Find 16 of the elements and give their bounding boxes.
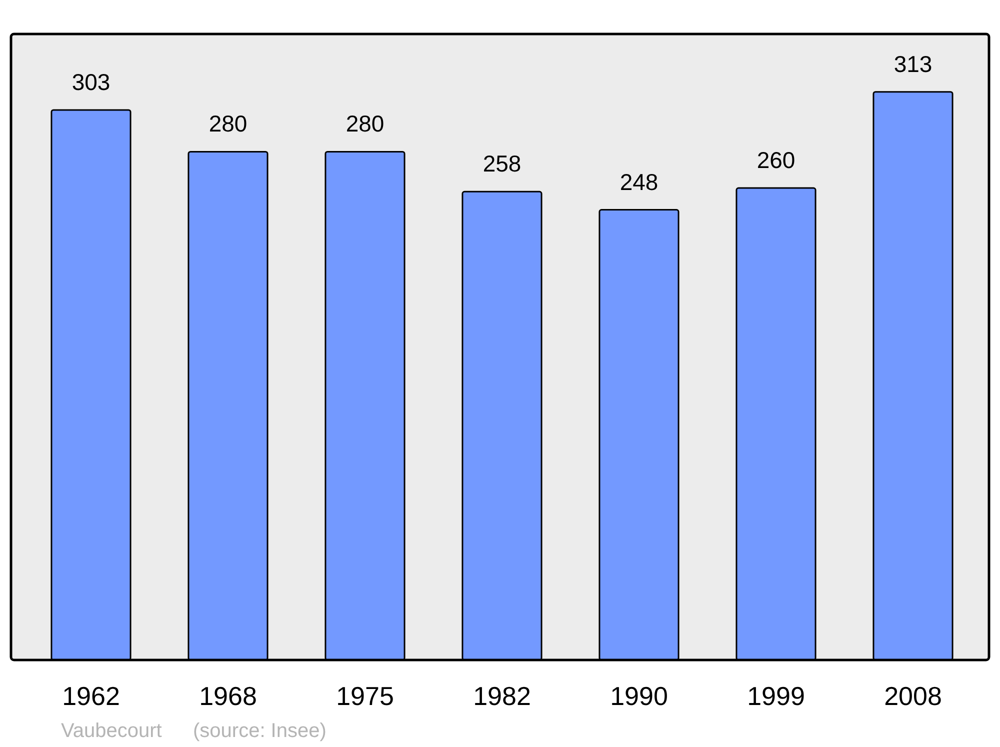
- x-tick-label: 1982: [473, 681, 531, 711]
- x-tick-label: 1975: [336, 681, 394, 711]
- x-tick-label: 1962: [62, 681, 120, 711]
- data-label: 303: [72, 68, 110, 95]
- x-tick-label: 1968: [199, 681, 257, 711]
- data-label: 313: [894, 50, 932, 77]
- data-label: 248: [620, 168, 658, 195]
- x-tick-label: 2008: [884, 681, 942, 711]
- x-tick-label: 1990: [610, 681, 668, 711]
- data-label: 260: [756, 147, 796, 174]
- text: (source: Insee): [193, 720, 326, 742]
- text: Vaubecourt: [61, 720, 162, 742]
- data-label: 280: [346, 110, 384, 137]
- x-tick-label: 1999: [747, 681, 805, 711]
- data-label: 280: [208, 110, 248, 137]
- data-label: 258: [482, 150, 522, 177]
